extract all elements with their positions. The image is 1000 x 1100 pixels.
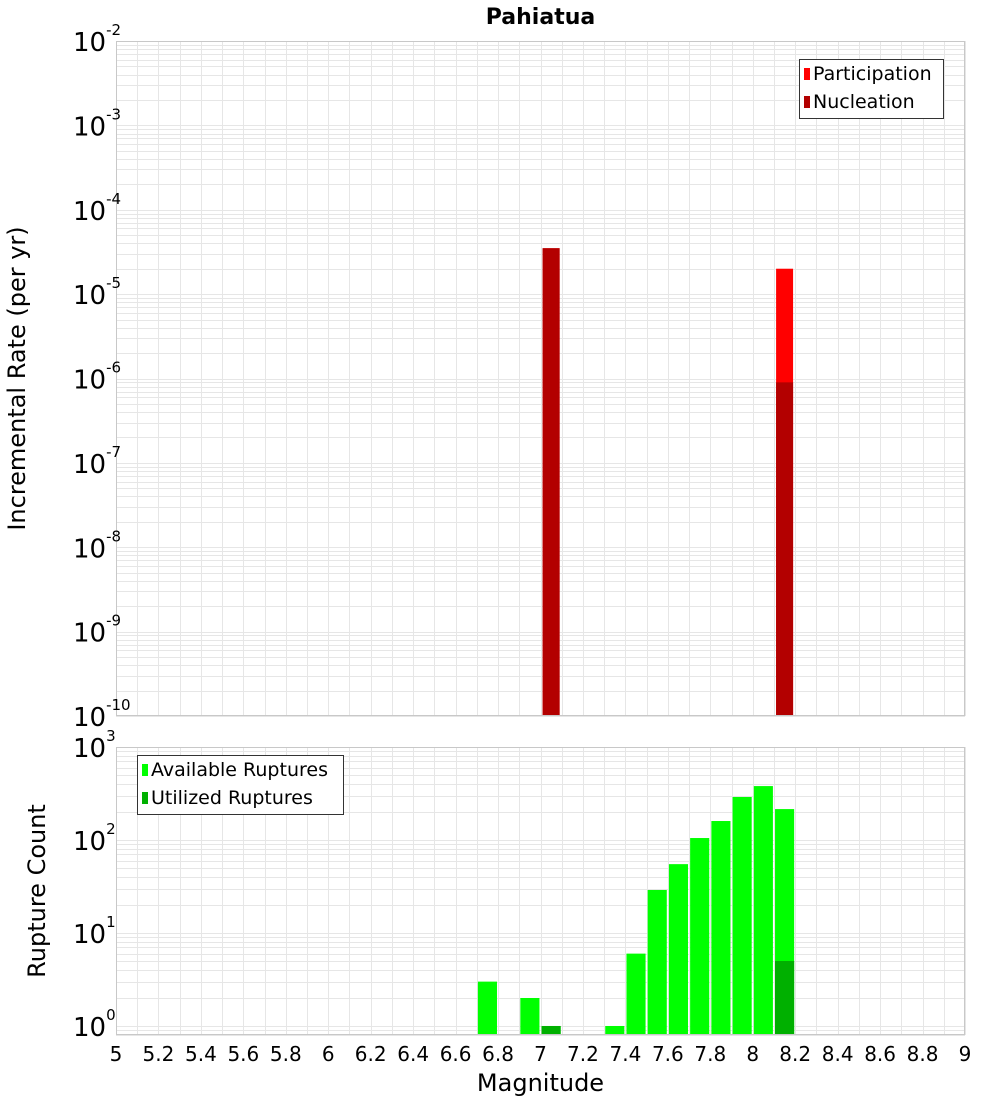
x-tick-label: 5.6 (227, 1042, 259, 1066)
plot-area (116, 41, 965, 716)
bar (647, 889, 667, 1035)
x-tick-label: 8.6 (864, 1042, 896, 1066)
bar (605, 1025, 625, 1035)
y-tick-label: 10-6 (73, 359, 121, 396)
x-tick-label: 8 (746, 1042, 759, 1066)
bar (541, 1025, 561, 1035)
y-tick-label: 10-3 (73, 105, 121, 142)
legend: Participation Nucleation (799, 59, 944, 119)
x-tick-label: 7.6 (652, 1042, 684, 1066)
bar (520, 997, 540, 1035)
bar (775, 960, 795, 1035)
y-tick-label: 10-4 (73, 190, 121, 227)
x-tick-label: 5.4 (185, 1042, 217, 1066)
x-tick-label: 6.4 (397, 1042, 429, 1066)
bar (626, 953, 646, 1035)
x-tick-label: 6.6 (440, 1042, 472, 1066)
x-tick-label: 6.2 (355, 1042, 387, 1066)
panel-1: 10-10 10-9 10-8 10-7 10-6 10-5 10-4 10-3 10-2 Inc… (3, 5, 966, 733)
bar (776, 382, 794, 716)
series-2 (541, 960, 795, 1035)
x-tick-label: 7.2 (567, 1042, 599, 1066)
legend-swatch (804, 96, 810, 108)
x-tick-label: 6.8 (482, 1042, 514, 1066)
chart-title: Pahiatua (486, 5, 595, 30)
x-tick-label: 5.2 (143, 1042, 175, 1066)
x-tick-label: 5.8 (270, 1042, 302, 1066)
x-tick-label: 5 (110, 1042, 123, 1066)
legend-swatch (804, 68, 810, 80)
y-tick-label: 102 (73, 820, 116, 857)
x-tick-label: 6 (322, 1042, 335, 1066)
legend-label: Available Ruptures (151, 759, 328, 781)
y-tick-label: 10-10 (73, 696, 131, 733)
x-tick-label: 7 (534, 1042, 547, 1066)
y-tick-label: 10-8 (73, 527, 121, 564)
legend-box (799, 59, 944, 119)
y-axis-title: Incremental Rate (per yr) (3, 226, 31, 530)
legend-swatch (142, 792, 148, 804)
x-tick-label: 8.8 (907, 1042, 939, 1066)
bar (668, 864, 689, 1035)
bar (711, 821, 731, 1035)
y-tick-label: 100 (73, 1006, 116, 1043)
x-tick-label: 7.8 (694, 1042, 726, 1066)
y-tick-label: 101 (73, 913, 116, 950)
bar (477, 981, 497, 1035)
x-axis-title: Magnitude (477, 1069, 604, 1097)
grid (116, 41, 966, 717)
x-tick-label: 8.2 (779, 1042, 811, 1066)
bar (732, 796, 752, 1035)
y-axis-title: Rupture Count (23, 804, 51, 978)
y-tick-label: 10-7 (73, 443, 121, 480)
bar (542, 248, 560, 717)
x-tick-label: 7.4 (609, 1042, 641, 1066)
x-tick-label: 9 (959, 1042, 972, 1066)
legend: Available Ruptures Utilized Ruptures (137, 755, 344, 815)
plot-border (116, 41, 965, 716)
plot-border (116, 747, 965, 1035)
legend-label: Utilized Ruptures (151, 787, 313, 809)
y-tick-label: 103 (73, 727, 116, 764)
y-tick-label: 10-2 (73, 21, 121, 58)
x-tick-label: 8.4 (822, 1042, 854, 1066)
legend-label: Nucleation (813, 91, 915, 113)
legend-box (137, 755, 344, 815)
grid (116, 747, 966, 1036)
y-tick-label: 10-5 (73, 274, 121, 311)
bar (690, 838, 710, 1035)
y-tick-label: 10-9 (73, 612, 121, 649)
legend-label: Participation (813, 63, 932, 85)
series-2 (542, 248, 794, 717)
legend-swatch (142, 764, 148, 776)
bar (753, 786, 773, 1035)
